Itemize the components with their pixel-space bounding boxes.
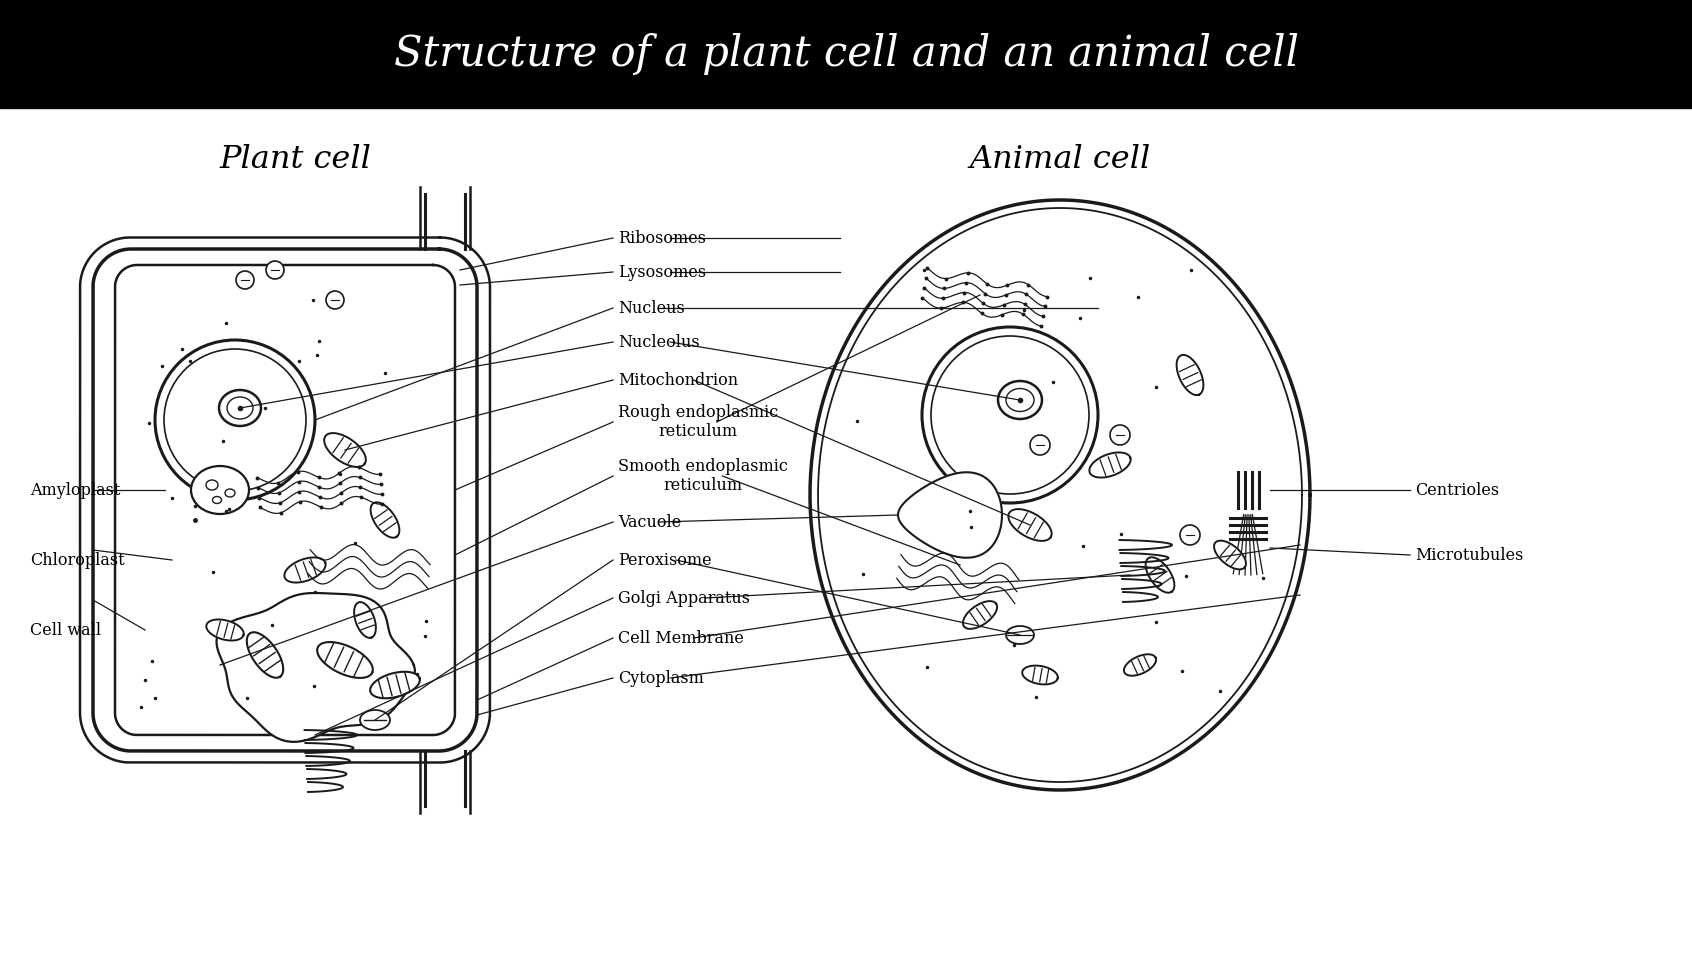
Polygon shape: [115, 265, 455, 735]
Polygon shape: [217, 593, 415, 742]
Circle shape: [235, 271, 254, 289]
Polygon shape: [80, 237, 491, 762]
Text: Animal cell: Animal cell: [970, 144, 1151, 175]
Text: Plant cell: Plant cell: [218, 144, 371, 175]
Polygon shape: [1090, 453, 1130, 477]
Text: Structure of a plant cell and an animal cell: Structure of a plant cell and an animal …: [394, 33, 1298, 75]
Polygon shape: [93, 249, 477, 751]
Text: Cytoplasm: Cytoplasm: [618, 669, 704, 687]
Bar: [0, 0, 1692, 108]
Text: Nucleus: Nucleus: [618, 300, 685, 317]
Polygon shape: [354, 602, 376, 638]
Text: Cell Membrane: Cell Membrane: [618, 629, 744, 647]
Polygon shape: [371, 503, 399, 538]
Text: Chloroplast: Chloroplast: [30, 552, 125, 568]
Polygon shape: [316, 642, 372, 678]
Circle shape: [1179, 525, 1200, 545]
Polygon shape: [284, 558, 325, 582]
Polygon shape: [1145, 558, 1174, 593]
Text: Ribosomes: Ribosomes: [618, 229, 706, 247]
Ellipse shape: [191, 466, 249, 514]
Polygon shape: [963, 601, 997, 629]
Text: Amyloplast: Amyloplast: [30, 481, 120, 499]
Polygon shape: [371, 671, 420, 699]
Polygon shape: [1176, 355, 1203, 395]
Polygon shape: [1215, 541, 1245, 569]
Ellipse shape: [206, 480, 218, 490]
Ellipse shape: [218, 390, 261, 426]
Ellipse shape: [360, 710, 389, 730]
Polygon shape: [206, 619, 244, 641]
Text: Mitochondrion: Mitochondrion: [618, 371, 738, 388]
Polygon shape: [1022, 665, 1058, 684]
Polygon shape: [810, 200, 1310, 790]
Text: Rough endoplasmic
reticulum: Rough endoplasmic reticulum: [618, 404, 778, 440]
Text: Vacuole: Vacuole: [618, 514, 682, 530]
Text: Cell wall: Cell wall: [30, 621, 102, 639]
Polygon shape: [1123, 655, 1156, 675]
Polygon shape: [325, 433, 365, 466]
Ellipse shape: [213, 497, 222, 504]
Circle shape: [922, 327, 1098, 503]
Text: Nucleolus: Nucleolus: [618, 333, 699, 351]
Circle shape: [327, 291, 343, 309]
Ellipse shape: [1007, 626, 1034, 644]
Text: Microtubules: Microtubules: [1415, 547, 1523, 563]
Text: Centrioles: Centrioles: [1415, 481, 1499, 499]
Polygon shape: [898, 472, 1002, 558]
Circle shape: [156, 340, 315, 500]
Polygon shape: [1008, 510, 1052, 541]
Circle shape: [1030, 435, 1051, 455]
Text: Golgi Apparatus: Golgi Apparatus: [618, 590, 750, 607]
Ellipse shape: [998, 381, 1042, 419]
Polygon shape: [247, 632, 283, 678]
Text: Lysosomes: Lysosomes: [618, 264, 706, 280]
Bar: [0, 108, 1692, 980]
Ellipse shape: [225, 489, 235, 497]
Circle shape: [1110, 425, 1130, 445]
Text: Peroxisome: Peroxisome: [618, 552, 712, 568]
Text: Smooth endoplasmic
reticulum: Smooth endoplasmic reticulum: [618, 458, 788, 494]
Circle shape: [266, 261, 284, 279]
